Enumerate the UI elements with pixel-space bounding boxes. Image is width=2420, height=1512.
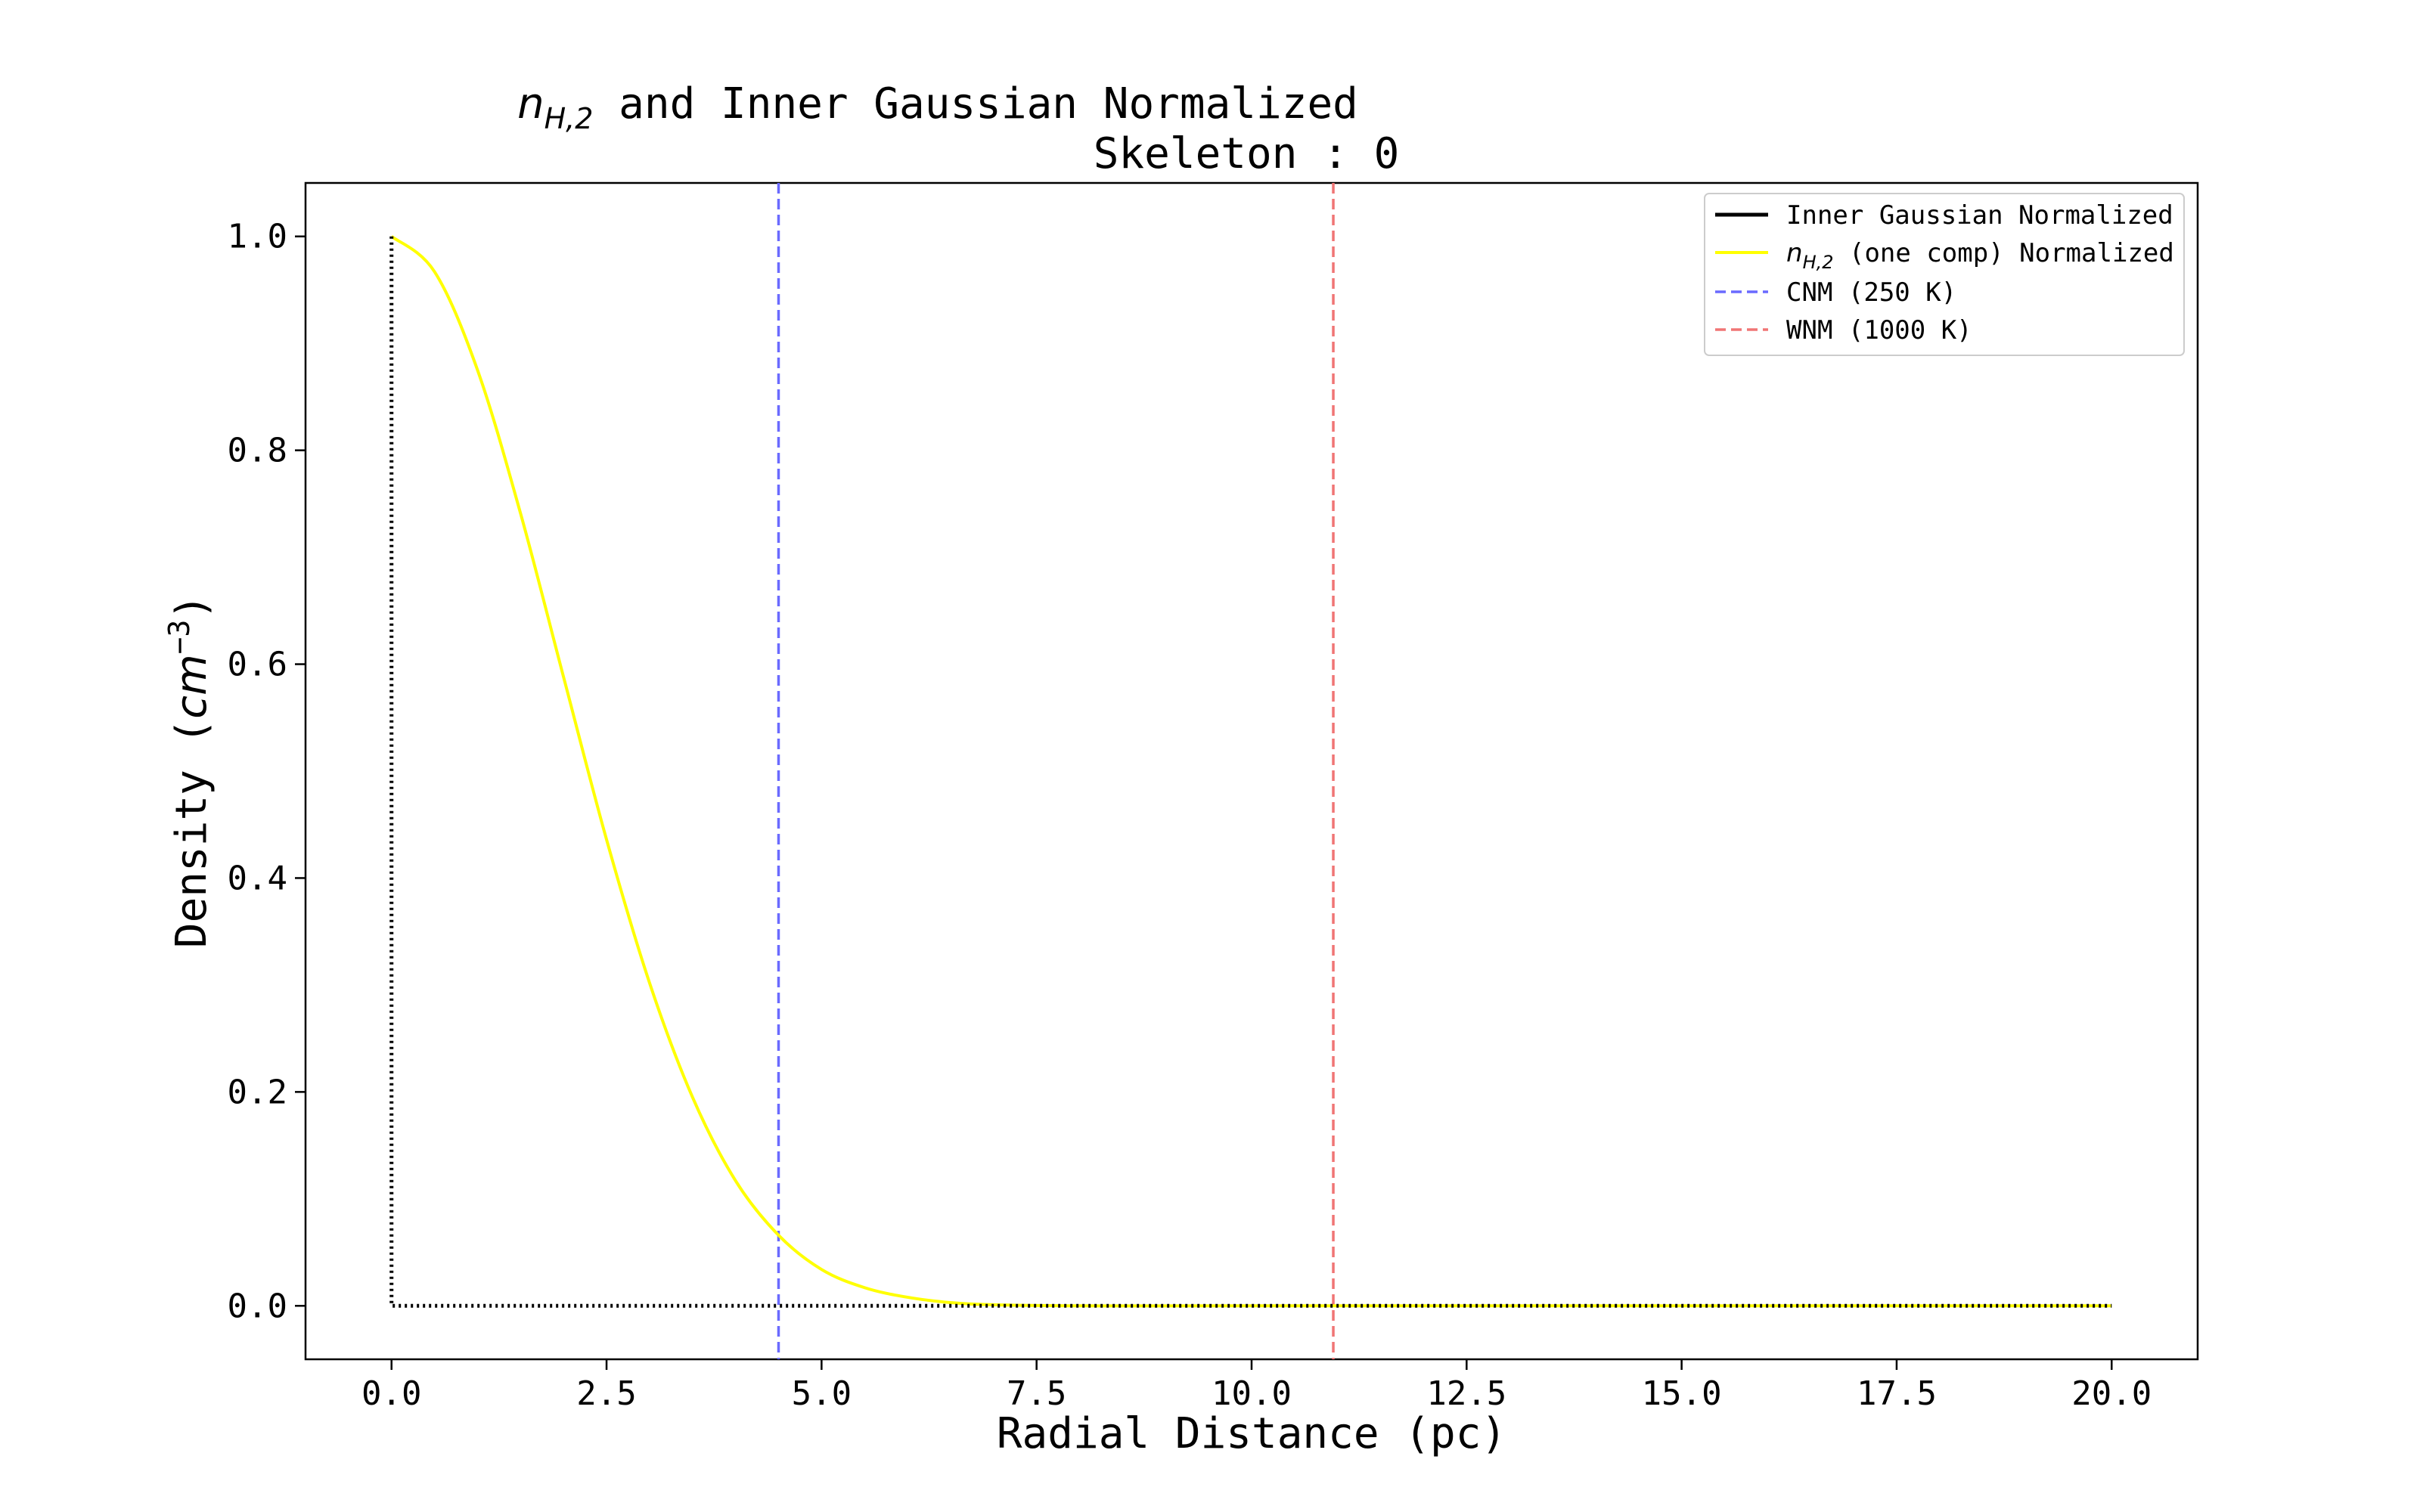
legend-label-wnm: WNM (1000 K)	[1786, 315, 1972, 345]
legend-nh2-symbol: n	[1786, 238, 1803, 268]
x-tick-label: 7.5	[1007, 1374, 1066, 1413]
y-label-suffix: )	[167, 594, 216, 620]
y-tick-label: 0.0	[228, 1287, 287, 1325]
y-label-unit: cm	[167, 654, 216, 718]
chart-title-line1: nH,2 and Inner Gaussian Normalized	[517, 79, 1358, 135]
x-tick-label: 2.5	[576, 1374, 636, 1413]
legend-nh2-rest: (one comp) Normalized	[1834, 238, 2174, 268]
x-axis-label: Radial Distance (pc)	[997, 1409, 1506, 1458]
series-inner-gaussian-line	[389, 236, 2112, 1308]
y-tick-label: 0.6	[228, 646, 287, 684]
y-tick-label: 0.8	[228, 432, 287, 470]
y-axis-ticks: 0.0 0.2 0.4 0.6 0.8 1.0	[228, 218, 306, 1325]
legend-box	[1704, 193, 2185, 356]
x-tick-label: 17.5	[1857, 1374, 1937, 1413]
y-axis-label: Density (cm−3)	[163, 594, 216, 948]
title-symbol: n	[517, 79, 544, 129]
title-rest: and Inner Gaussian Normalized	[593, 79, 1357, 129]
x-tick-label: 15.0	[1642, 1374, 1722, 1413]
legend-label-cnm: CNM (250 K)	[1786, 277, 1956, 308]
y-label-exponent: −3	[163, 620, 196, 655]
x-tick-label: 12.5	[1426, 1374, 1506, 1413]
legend: Inner Gaussian Normalized nH,2 (one comp…	[1704, 193, 2185, 356]
y-tick-label: 1.0	[228, 218, 287, 256]
vertical-lines-layer	[777, 183, 1335, 1359]
x-axis-ticks: 0.0 2.5 5.0 7.5 10.0 12.5 15.0 17.5 20.0	[361, 1359, 2152, 1413]
title-subscript: H,2	[544, 102, 594, 135]
x-tick-label: 20.0	[2071, 1374, 2152, 1413]
legend-label-inner-gaussian: Inner Gaussian Normalized	[1786, 200, 2173, 231]
y-label-prefix: Density (	[167, 719, 216, 948]
legend-label-nh2: nH,2 (one comp) Normalized	[1786, 238, 2174, 273]
y-tick-label: 0.4	[228, 859, 287, 897]
series-layer	[389, 235, 2112, 1308]
x-tick-label: 5.0	[792, 1374, 852, 1413]
series-nh2-line	[390, 235, 2112, 1308]
legend-nh2-subscript: H,2	[1803, 252, 1834, 273]
y-tick-label: 0.2	[228, 1073, 287, 1111]
x-tick-label: 0.0	[361, 1374, 421, 1413]
chart-title-line2: Skeleton : 0	[1094, 129, 1400, 178]
x-tick-label: 10.0	[1212, 1374, 1292, 1413]
